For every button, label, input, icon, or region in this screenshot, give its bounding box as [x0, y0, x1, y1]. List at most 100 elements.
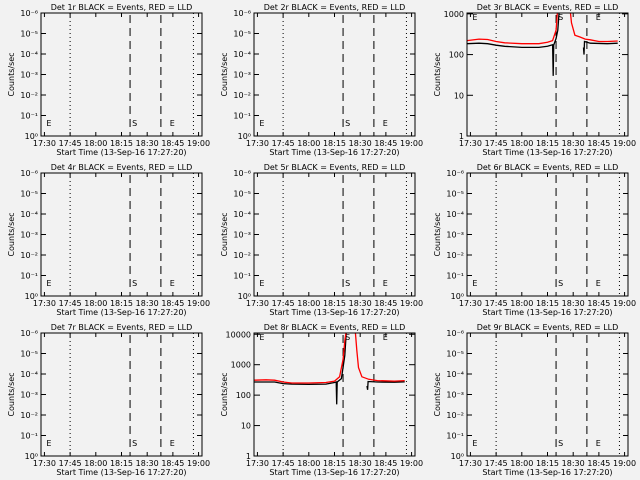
plot-frame — [466, 12, 629, 137]
y-tick-label: 10⁻⁶ — [446, 169, 464, 178]
marker-E: E — [472, 13, 477, 22]
x-tick-label: 19:00 — [400, 139, 423, 148]
y-tick-label: 10⁰ — [238, 132, 251, 141]
x-tick-label: 18:45 — [374, 299, 397, 308]
y-tick-label: 100 — [236, 391, 251, 400]
panel-6: Det 6r BLACK = Events, RED = LLD 17:30 17:… — [433, 163, 636, 317]
panel-9: Det 9r BLACK = Events, RED = LLD 17:30 17:… — [433, 323, 636, 477]
marker-E: E — [259, 279, 264, 288]
x-tick-label: 18:15 — [323, 459, 346, 468]
x-tick-label: 18:30 — [136, 139, 159, 148]
panel-title: Det 8r BLACK = Events, RED = LLD — [264, 323, 406, 332]
y-tick-label: 10⁻² — [446, 251, 464, 260]
y-tick-label: 10⁻⁶ — [20, 169, 38, 178]
series-events — [467, 13, 560, 76]
x-tick-label: 19:00 — [400, 299, 423, 308]
x-tick-label: 18:30 — [562, 139, 585, 148]
x-tick-label: 19:00 — [187, 299, 210, 308]
y-tick-label: 10⁻¹ — [20, 432, 38, 441]
y-axis-label: Counts/sec — [433, 372, 442, 416]
y-tick-label: 10⁻² — [20, 91, 38, 100]
x-tick-label: 18:30 — [349, 459, 372, 468]
x-tick-label: 18:30 — [136, 299, 159, 308]
marker-E: E — [596, 439, 601, 448]
plot-frame — [466, 332, 629, 457]
panel-2: Det 2r BLACK = Events, RED = LLD 17:30 17:… — [220, 3, 423, 157]
x-tick-label: 18:00 — [84, 299, 107, 308]
x-tick-label: 18:00 — [510, 139, 533, 148]
y-tick-label: 10⁻³ — [20, 71, 38, 80]
plot-frame — [253, 172, 416, 297]
panel-title: Det 6r BLACK = Events, RED = LLD — [477, 163, 619, 172]
x-axis-label: Start Time (13-Sep-16 17:27:20) — [269, 468, 399, 477]
panel-title: Det 7r BLACK = Events, RED = LLD — [51, 323, 193, 332]
y-tick-label: 10⁻⁵ — [233, 190, 251, 199]
x-axis-label: Start Time (13-Sep-16 17:27:20) — [269, 308, 399, 317]
series-lld — [569, 13, 618, 43]
y-tick-label: 10⁻⁵ — [20, 350, 38, 359]
marker-E: E — [170, 439, 175, 448]
y-tick-label: 10⁻⁴ — [233, 210, 251, 219]
x-tick-label: 18:45 — [161, 139, 184, 148]
x-tick-label: 17:45 — [59, 299, 82, 308]
plot-frame — [466, 172, 629, 297]
x-axis-label: Start Time (13-Sep-16 17:27:20) — [56, 468, 186, 477]
y-axis-label: Counts/sec — [7, 52, 16, 96]
x-tick-label: 17:45 — [59, 139, 82, 148]
x-tick-label: 17:30 — [246, 299, 269, 308]
panel-4: Det 4r BLACK = Events, RED = LLD 17:30 17:… — [7, 163, 210, 317]
y-tick-label: 10⁻² — [233, 91, 251, 100]
y-axis-label: Counts/sec — [7, 212, 16, 256]
marker-S: S — [558, 279, 563, 288]
marker-E: E — [596, 279, 601, 288]
marker-E: E — [259, 333, 264, 342]
y-tick-label: 10⁻⁴ — [20, 50, 38, 59]
marker-E: E — [259, 119, 264, 128]
y-axis-label: Counts/sec — [220, 52, 229, 96]
y-tick-label: 1 — [246, 452, 251, 461]
x-tick-label: 18:00 — [84, 139, 107, 148]
y-tick-label: 10⁻⁶ — [20, 329, 38, 338]
panel-title: Det 2r BLACK = Events, RED = LLD — [264, 3, 406, 12]
x-tick-label: 19:00 — [613, 299, 636, 308]
x-tick-label: 17:45 — [272, 459, 295, 468]
panel-title: Det 9r BLACK = Events, RED = LLD — [477, 323, 619, 332]
x-tick-label: 17:45 — [59, 459, 82, 468]
panel-title: Det 4r BLACK = Events, RED = LLD — [51, 163, 193, 172]
panel-5: Det 5r BLACK = Events, RED = LLD 17:30 17:… — [220, 163, 423, 317]
y-tick-label: 1 — [459, 132, 464, 141]
x-tick-label: 17:45 — [485, 299, 508, 308]
x-tick-label: 18:15 — [110, 139, 133, 148]
x-tick-label: 18:15 — [536, 299, 559, 308]
y-tick-label: 100 — [449, 51, 464, 60]
marker-S: S — [558, 439, 563, 448]
panel-title: Det 5r BLACK = Events, RED = LLD — [264, 163, 406, 172]
x-tick-label: 17:45 — [272, 139, 295, 148]
plot-frame — [253, 332, 416, 457]
x-tick-label: 18:15 — [110, 459, 133, 468]
x-tick-label: 18:45 — [374, 459, 397, 468]
x-tick-label: 17:30 — [459, 139, 482, 148]
y-tick-label: 10⁻⁴ — [446, 370, 464, 379]
marker-E: E — [46, 439, 51, 448]
marker-S: S — [345, 333, 350, 342]
x-tick-label: 18:00 — [297, 299, 320, 308]
x-tick-label: 18:45 — [161, 459, 184, 468]
y-tick-label: 1000 — [444, 10, 464, 19]
x-tick-label: 17:30 — [33, 459, 56, 468]
x-tick-label: 19:00 — [187, 139, 210, 148]
y-tick-label: 10⁻³ — [233, 231, 251, 240]
x-tick-label: 18:15 — [323, 299, 346, 308]
marker-E: E — [472, 279, 477, 288]
y-tick-label: 10⁻⁵ — [446, 350, 464, 359]
x-tick-label: 18:15 — [110, 299, 133, 308]
y-tick-label: 10⁻² — [233, 251, 251, 260]
marker-E: E — [383, 119, 388, 128]
series-lld — [467, 13, 558, 45]
x-axis-label: Start Time (13-Sep-16 17:27:20) — [56, 148, 186, 157]
x-tick-label: 19:00 — [187, 459, 210, 468]
y-tick-label: 10⁻⁵ — [446, 190, 464, 199]
y-tick-label: 10⁻¹ — [233, 112, 251, 121]
x-tick-label: 18:30 — [349, 299, 372, 308]
